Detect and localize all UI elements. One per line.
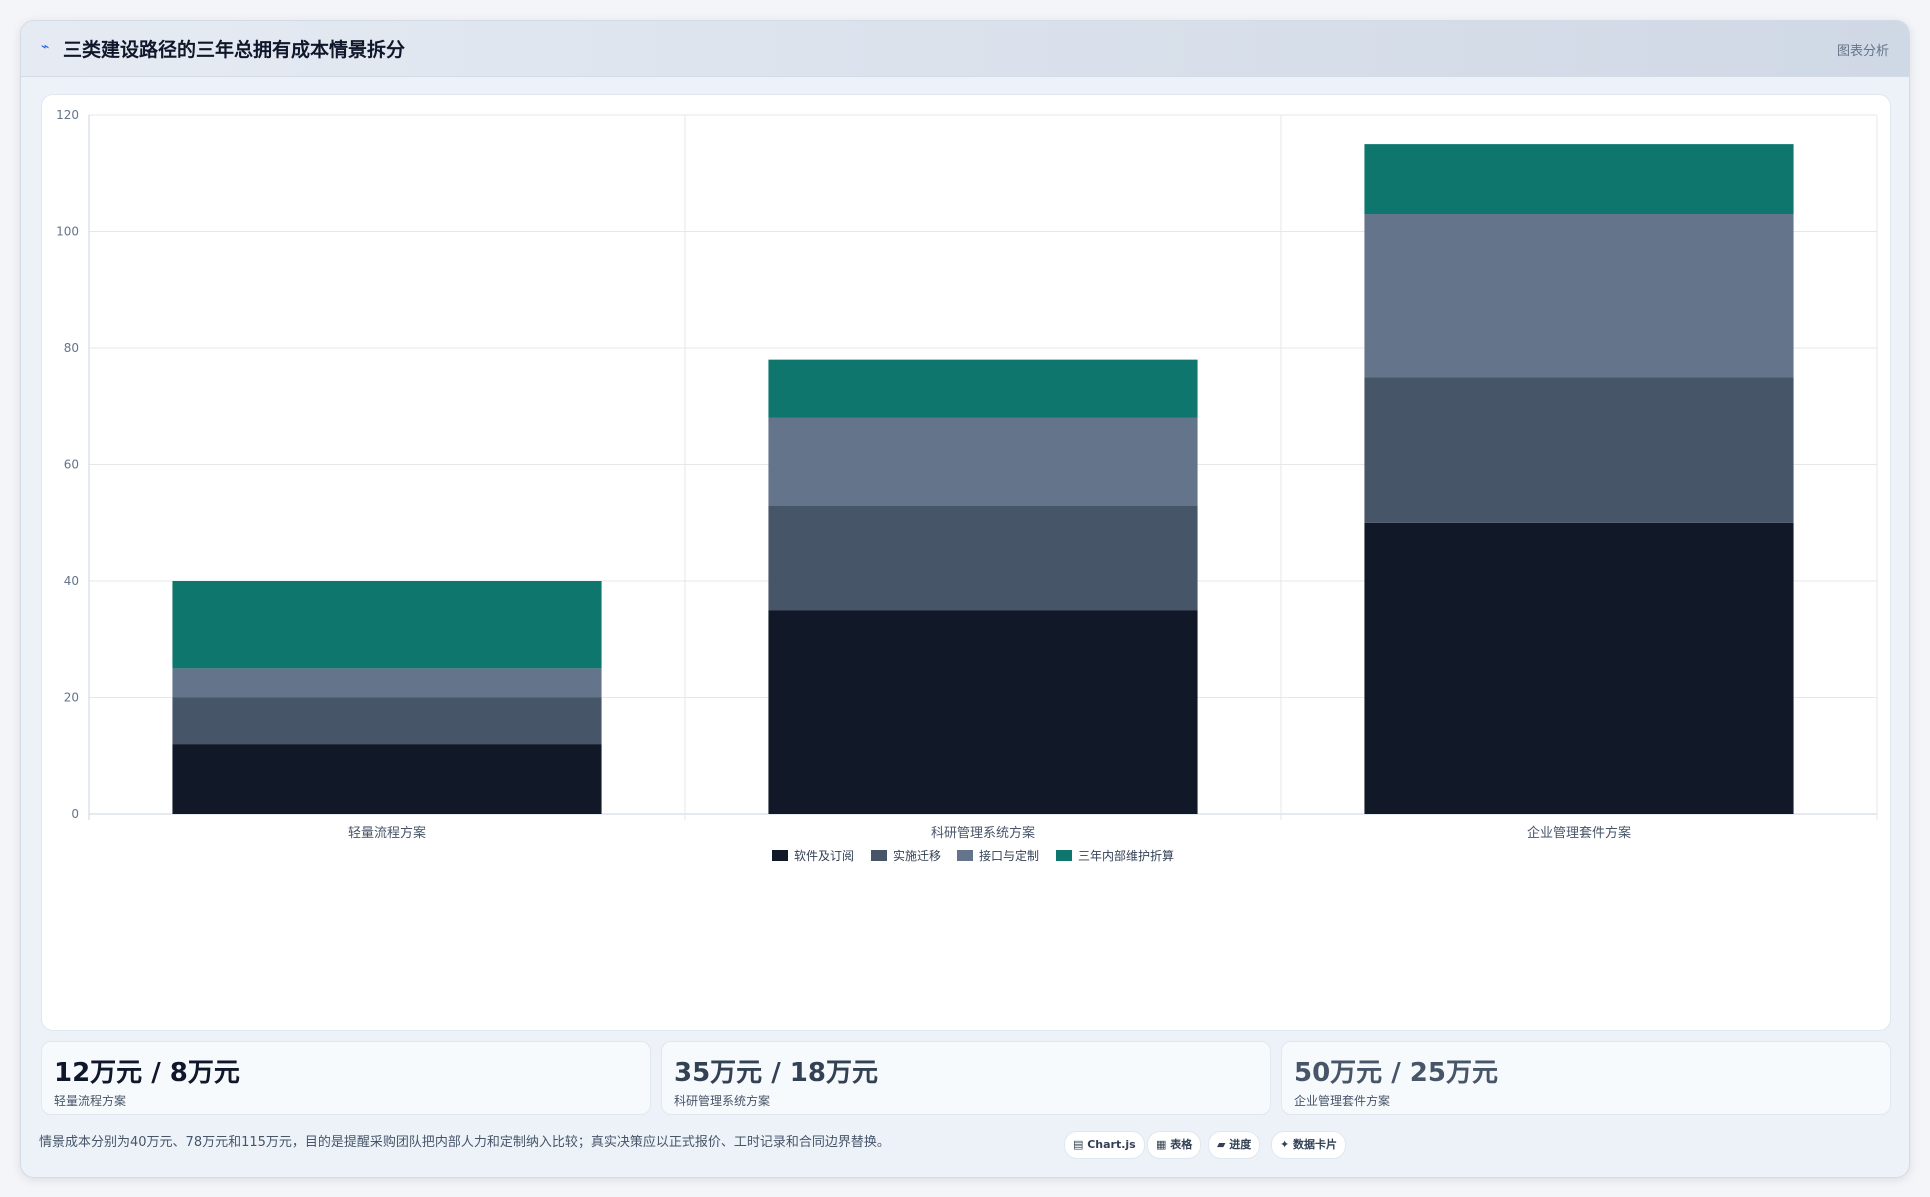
chart-panel: 0 20 40 60 80 100 120 轻量流程方案 科研管理系统方案 企业管理套件方案软件及… (41, 94, 1891, 1031)
card-header: ⌁ 三类建设路径的三年总拥有成本情景拆分 图表分析 (21, 21, 1909, 77)
bar-segment (768, 610, 1198, 814)
bar-segment (172, 581, 602, 669)
bar-segment (172, 697, 602, 745)
bar-segment (768, 505, 1198, 611)
legend-label: 软件及订阅 (794, 849, 854, 863)
legend-label: 三年内部维护折算 (1078, 848, 1174, 863)
y-tick-label: 0 (71, 807, 79, 821)
x-tick-label: 企业管理套件方案 (1527, 825, 1631, 841)
y-tick-label: 20 (64, 691, 79, 705)
footnote: 情景成本分别为40万元、78万元和115万元，目的是提醒采购团队把内部人力和定制… (39, 1135, 890, 1150)
page-title: 三类建设路径的三年总拥有成本情景拆分 (63, 39, 406, 61)
legend-label: 接口与定制 (979, 848, 1039, 863)
stacked-bar-chart: 0 20 40 60 80 100 120 轻量流程方案 科研管理系统方案 企业管理套件方案软件及… (56, 108, 1878, 863)
x-tick-label: 科研管理系统方案 (931, 825, 1035, 841)
y-tick-label: 80 (64, 341, 79, 355)
bar-segment (1364, 377, 1794, 523)
legend-swatch (957, 850, 973, 861)
y-tick-label: 120 (56, 108, 79, 122)
y-tick-label: 40 (64, 574, 79, 588)
bar-segment (1364, 214, 1794, 378)
chip-progress[interactable]: ▰ 进度 (1208, 1131, 1261, 1159)
legend-label: 实施迁移 (893, 848, 941, 863)
stat-label: 科研管理系统方案 (674, 1094, 771, 1108)
stat-card-enterprise: 50万元 / 25万元 企业管理套件方案 (1281, 1041, 1891, 1115)
y-tick-label: 60 (64, 458, 79, 472)
chart-icon: ⌁ (41, 39, 50, 55)
chip-table[interactable]: ▦ 表格 (1147, 1131, 1202, 1159)
legend-swatch (1056, 850, 1072, 861)
bar-segment (768, 417, 1198, 506)
bar-segment (1364, 522, 1794, 814)
stat-value: 12万元 / 8万元 (54, 1058, 240, 1088)
bar-segment (768, 359, 1198, 418)
y-tick-label: 100 (56, 225, 79, 239)
chart-card: ⌁ 三类建设路径的三年总拥有成本情景拆分 图表分析 0 20 40 60 80 100 12… (20, 20, 1910, 1178)
bar-segment (172, 668, 602, 698)
legend-swatch (871, 850, 887, 861)
chart-analysis-label: 图表分析 (1836, 44, 1889, 59)
stat-label: 轻量流程方案 (54, 1094, 127, 1108)
stat-value: 50万元 / 25万元 (1294, 1058, 1498, 1088)
x-tick-label: 轻量流程方案 (348, 825, 426, 841)
chip-data-card[interactable]: ✦ 数据卡片 (1271, 1131, 1347, 1159)
stat-card-research: 35万元 / 18万元 科研管理系统方案 (661, 1041, 1271, 1115)
stat-card-light: 12万元 / 8万元 轻量流程方案 (41, 1041, 651, 1115)
stat-label: 企业管理套件方案 (1294, 1094, 1391, 1108)
bar-segment (1364, 144, 1794, 215)
chip-chartjs[interactable]: ▤ Chart.js (1064, 1131, 1145, 1159)
legend-swatch (772, 850, 788, 861)
bar-segment (172, 744, 602, 814)
stat-value: 35万元 / 18万元 (674, 1058, 878, 1088)
